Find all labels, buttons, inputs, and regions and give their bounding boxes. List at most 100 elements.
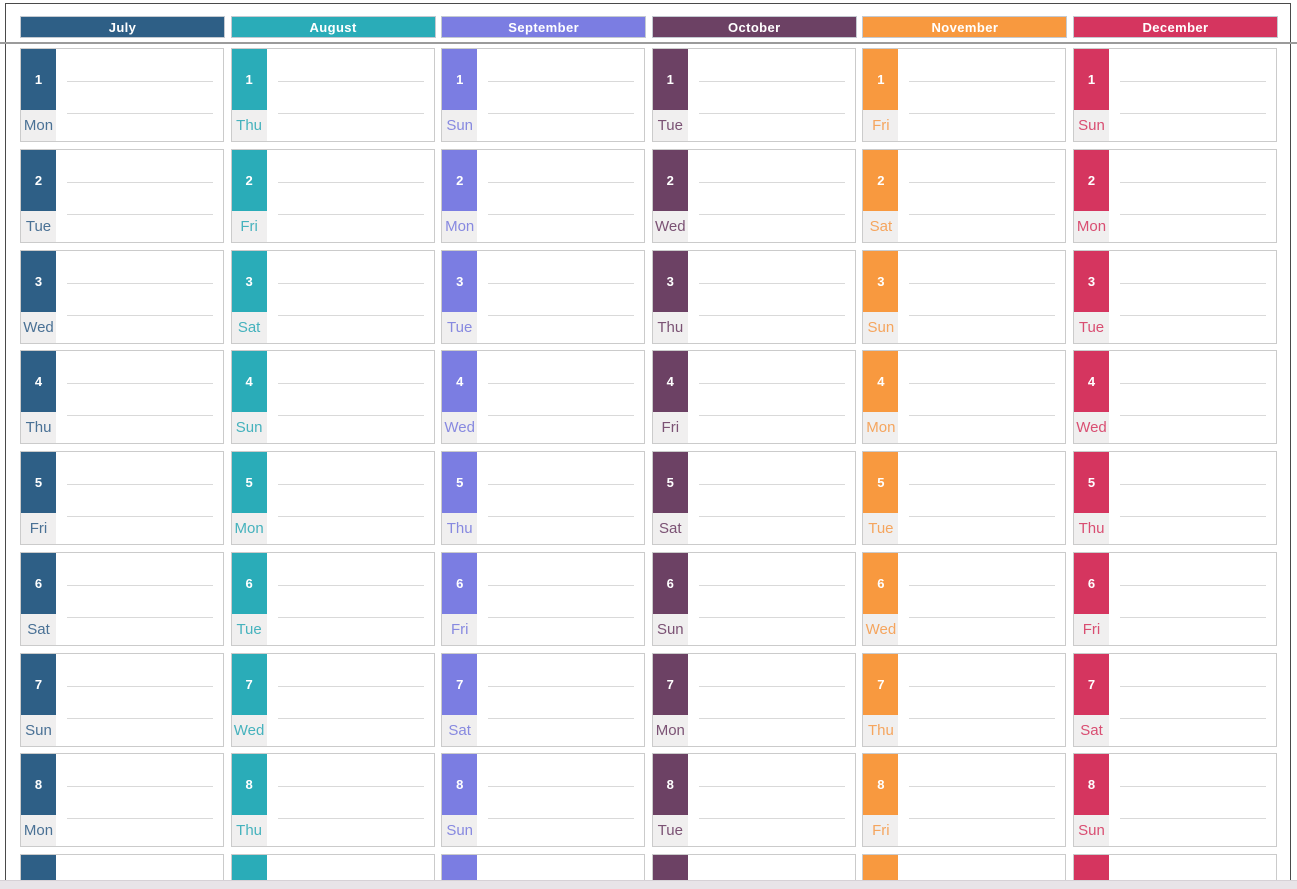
weekday-label: Sun (442, 815, 478, 847)
weekday-label: Thu (442, 513, 478, 544)
month-column-august: August 1 Thu 2 Fri 3 Sat 4 Sun 5 Mon 6 Tue 7 Wed 8 Thu (230, 16, 436, 889)
day-cell-october-6[interactable]: 6 Sun (651, 551, 856, 646)
day-cell-july-1[interactable]: 1 Mon (20, 48, 224, 142)
writing-line (67, 584, 213, 586)
day-cell-november-2[interactable]: 2 Sat (862, 148, 1067, 243)
header-separator-line (0, 42, 1297, 44)
day-cell-september-1[interactable]: 1 Sun (441, 48, 646, 142)
day-cell-november-6[interactable]: 6 Wed (862, 551, 1067, 646)
writing-line (909, 516, 1056, 517)
day-cell-november-1[interactable]: 1 Fri (862, 48, 1067, 142)
day-number-box: 8 (1074, 754, 1109, 816)
day-cell-october-7[interactable]: 7 Mon (651, 652, 856, 747)
writing-line (1120, 282, 1266, 284)
day-cell-december-5[interactable]: 5 Thu (1073, 451, 1277, 545)
writing-line (909, 484, 1056, 485)
day-cell-september-3[interactable]: 3 Tue (441, 249, 646, 344)
weekday-label: Mon (442, 210, 478, 242)
writing-line (277, 282, 424, 284)
weekday-label: Mon (231, 513, 267, 544)
writing-line (1120, 81, 1266, 82)
day-cell-july-4[interactable]: 4 Thu (20, 350, 224, 445)
writing-line (277, 81, 424, 82)
day-cell-november-3[interactable]: 3 Sun (862, 249, 1067, 344)
day-cell-october-4[interactable]: 4 Fri (651, 350, 856, 445)
writing-line (277, 685, 424, 687)
day-number-box: 6 (231, 552, 267, 614)
day-cell-october-1[interactable]: 1 Tue (651, 48, 856, 142)
day-cell-september-6[interactable]: 6 Fri (441, 551, 646, 646)
writing-line (488, 685, 635, 687)
writing-line (488, 616, 635, 618)
day-cell-september-2[interactable]: 2 Mon (441, 148, 646, 243)
writing-line (909, 213, 1056, 215)
writing-line (1120, 113, 1266, 114)
weekday-label: Thu (652, 311, 688, 343)
writing-line (488, 415, 635, 417)
day-cell-october-3[interactable]: 3 Thu (651, 249, 856, 344)
day-cell-november-5[interactable]: 5 Tue (862, 451, 1067, 545)
day-number-box: 8 (652, 754, 688, 816)
day-cell-august-7[interactable]: 7 Wed (230, 652, 435, 747)
day-cell-august-1[interactable]: 1 Thu (230, 48, 435, 142)
day-cell-september-8[interactable]: 8 Sun (441, 753, 646, 848)
day-cell-august-6[interactable]: 6 Tue (230, 551, 435, 646)
writing-line (698, 113, 845, 114)
day-cell-august-8[interactable]: 8 Thu (230, 753, 435, 848)
day-number-box: 7 (21, 653, 56, 715)
day-number-box: 1 (442, 49, 478, 110)
day-number-box: 8 (442, 754, 478, 816)
writing-line (698, 818, 845, 820)
writing-line (277, 786, 424, 788)
writing-line (698, 282, 845, 284)
day-cell-september-5[interactable]: 5 Thu (441, 451, 646, 545)
writing-line (1120, 685, 1266, 687)
weekday-label: Mon (652, 714, 688, 746)
day-number-box: 4 (21, 351, 56, 413)
day-cell-september-7[interactable]: 7 Sat (441, 652, 646, 747)
day-cell-august-3[interactable]: 3 Sat (230, 249, 435, 344)
horizontal-scrollbar[interactable] (0, 880, 1297, 889)
weekday-label: Sun (1074, 110, 1109, 141)
writing-line (909, 584, 1056, 586)
day-cell-december-8[interactable]: 8 Sun (1073, 753, 1277, 848)
month-column-november: November 1 Fri 2 Sat 3 Sun 4 Mon 5 Tue 6 Wed 7 Thu 8 Fri (862, 16, 1068, 889)
day-cell-july-7[interactable]: 7 Sun (20, 652, 224, 747)
writing-line (909, 818, 1056, 820)
day-cell-december-6[interactable]: 6 Fri (1073, 551, 1277, 646)
writing-line (909, 717, 1056, 719)
day-cell-july-2[interactable]: 2 Tue (20, 148, 224, 243)
day-number-box: 3 (1074, 250, 1109, 312)
day-cell-august-2[interactable]: 2 Fri (230, 148, 435, 243)
weekday-label: Fri (652, 412, 688, 444)
weekday-label: Mon (863, 412, 899, 444)
day-cell-august-4[interactable]: 4 Sun (230, 350, 435, 445)
day-cell-december-4[interactable]: 4 Wed (1073, 350, 1277, 445)
day-cell-july-3[interactable]: 3 Wed (20, 249, 224, 344)
day-cell-august-5[interactable]: 5 Mon (230, 451, 435, 545)
day-cell-november-8[interactable]: 8 Fri (862, 753, 1067, 848)
writing-line (909, 685, 1056, 687)
day-cell-october-8[interactable]: 8 Tue (651, 753, 856, 848)
weekday-label: Mon (21, 110, 56, 141)
day-number-box: 2 (21, 149, 56, 211)
day-cell-november-4[interactable]: 4 Mon (862, 350, 1067, 445)
month-header-december: December (1073, 16, 1278, 38)
writing-line (698, 383, 845, 385)
day-cell-november-7[interactable]: 7 Thu (862, 652, 1067, 747)
day-cell-october-5[interactable]: 5 Sat (651, 451, 856, 545)
writing-line (67, 113, 213, 114)
day-cell-july-5[interactable]: 5 Fri (20, 451, 224, 545)
day-cell-december-3[interactable]: 3 Tue (1073, 249, 1277, 344)
day-number-box: 6 (863, 552, 899, 614)
writing-line (909, 314, 1056, 316)
day-cell-december-1[interactable]: 1 Sun (1073, 48, 1277, 142)
day-cell-july-6[interactable]: 6 Sat (20, 551, 224, 646)
day-cell-october-2[interactable]: 2 Wed (651, 148, 856, 243)
day-number-box: 5 (231, 452, 267, 513)
day-cell-july-8[interactable]: 8 Mon (20, 753, 224, 848)
day-cell-december-2[interactable]: 2 Mon (1073, 148, 1277, 243)
day-cell-december-7[interactable]: 7 Sat (1073, 652, 1277, 747)
day-cell-september-4[interactable]: 4 Wed (441, 350, 646, 445)
